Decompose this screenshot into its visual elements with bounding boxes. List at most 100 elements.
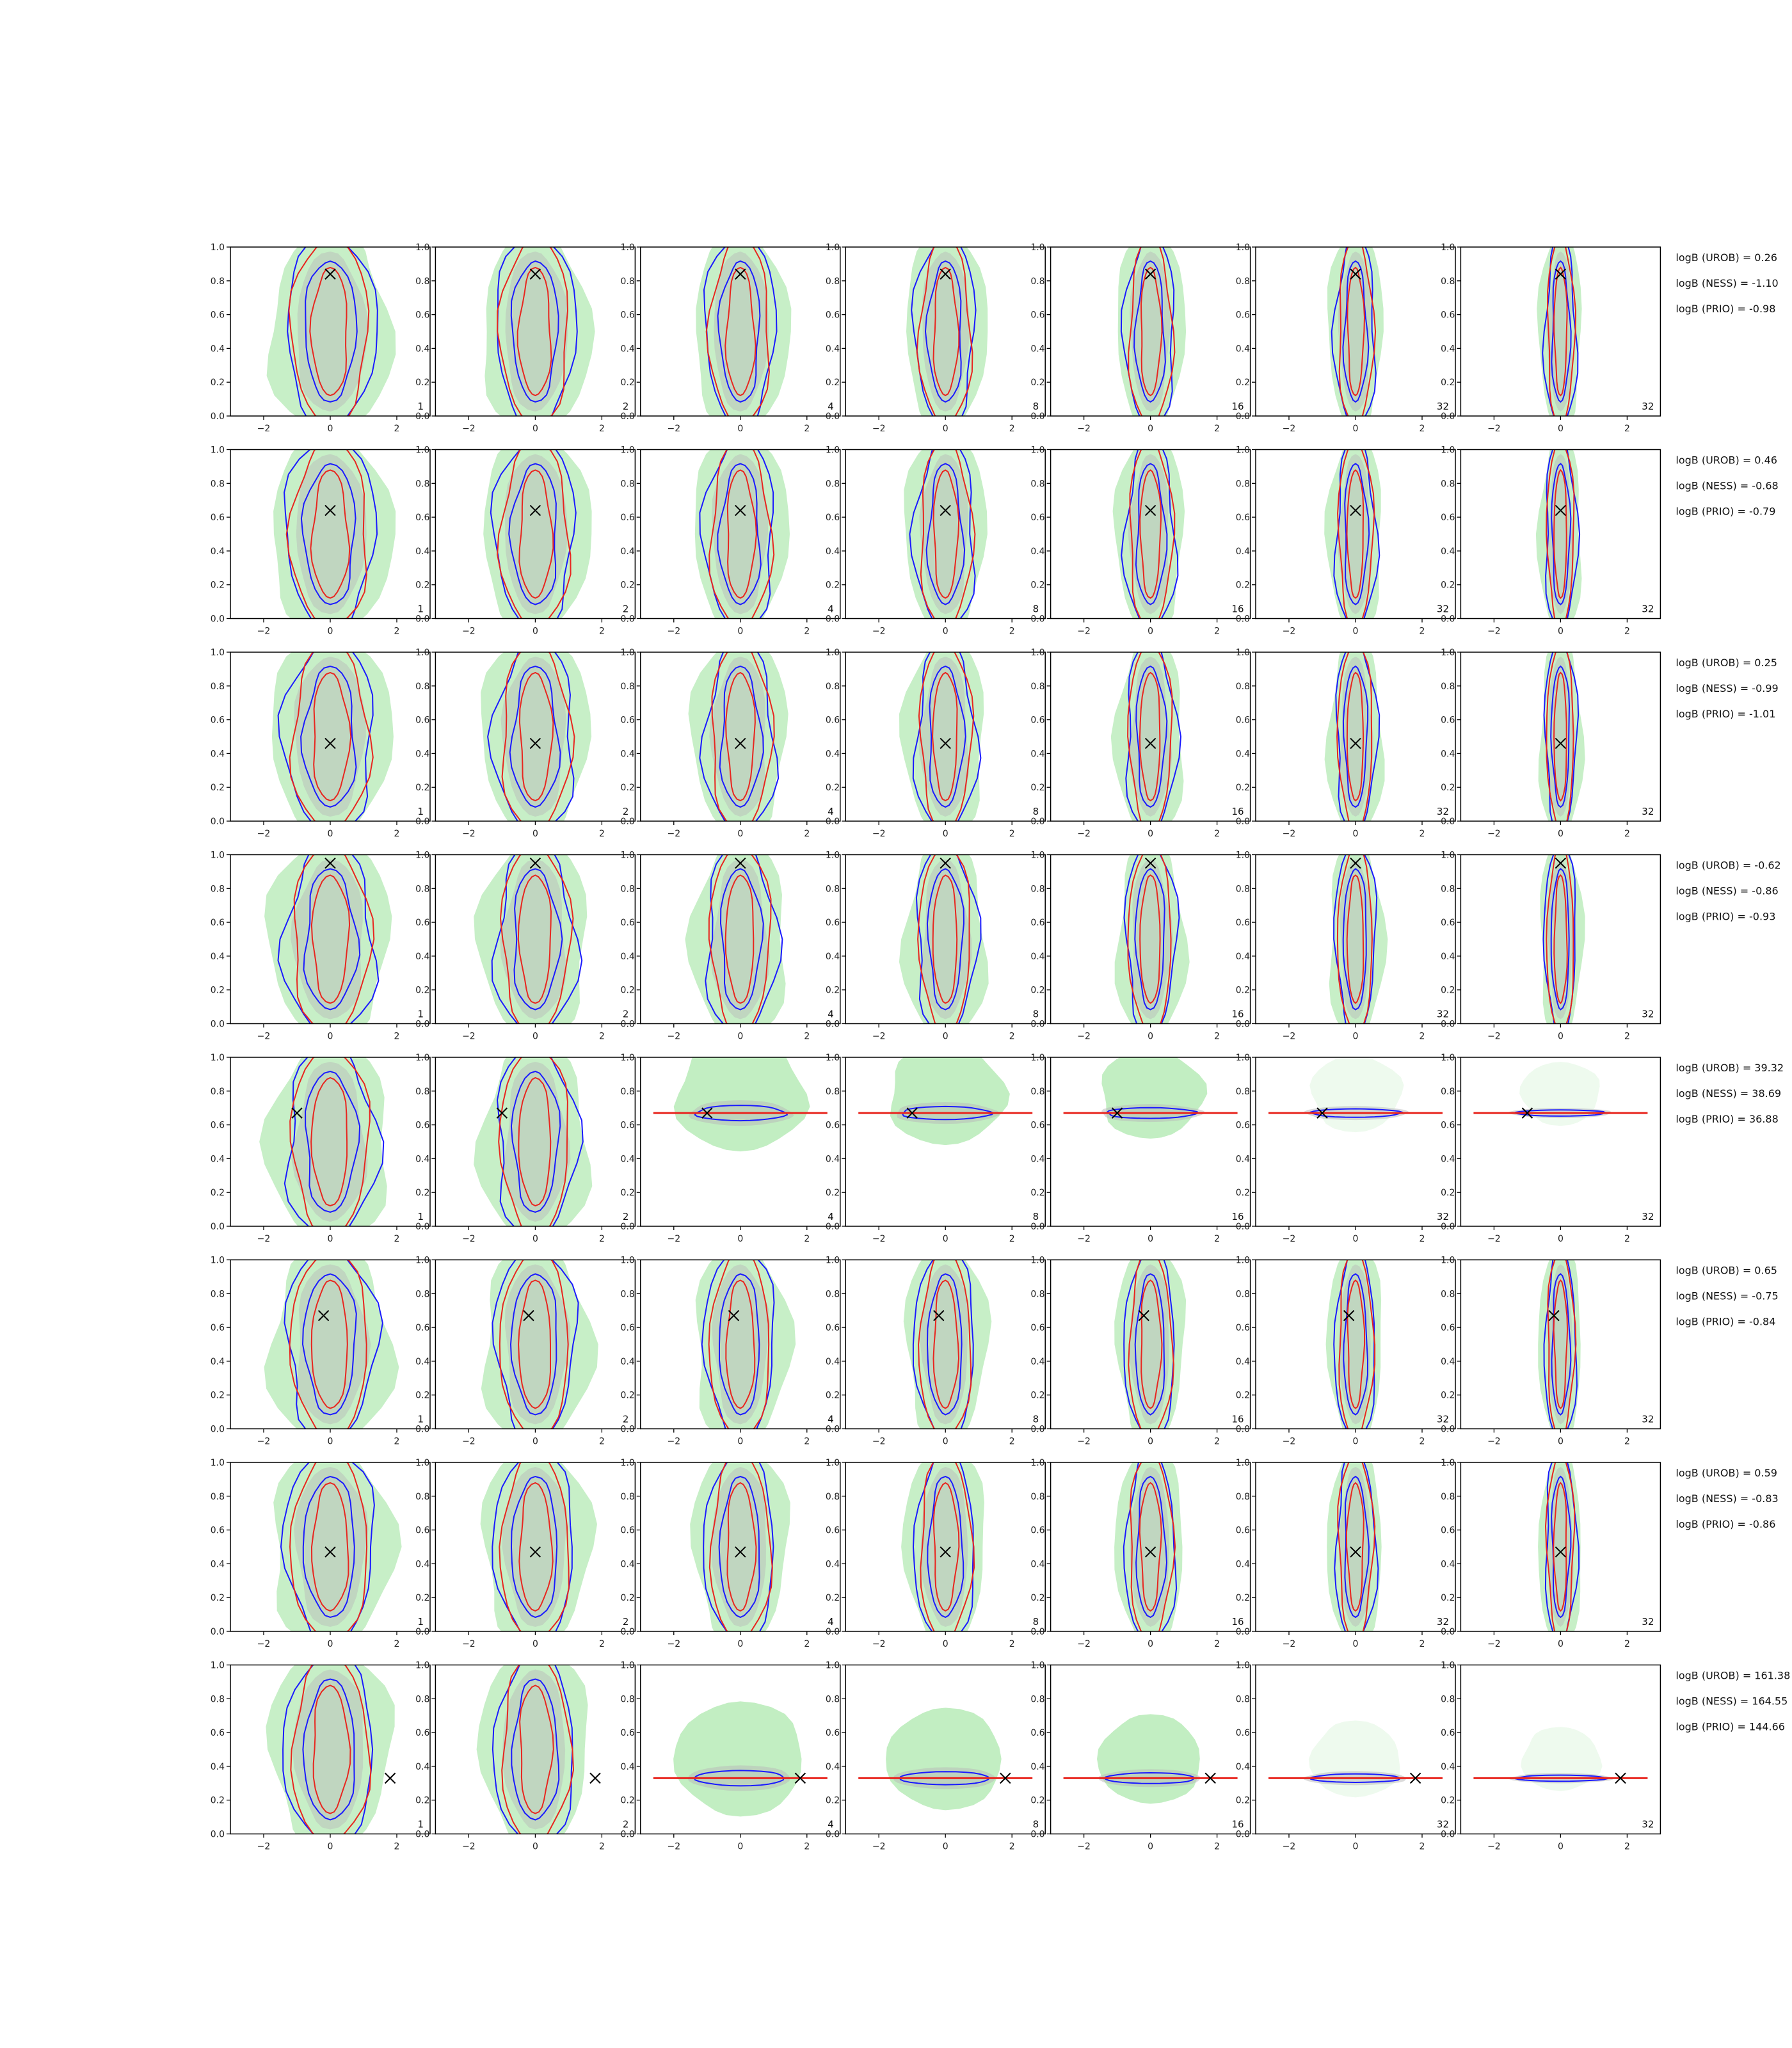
y-tick-label: 0.8: [826, 682, 840, 692]
y-tick-label: 0.8: [826, 1492, 840, 1502]
x-tick-label: −2: [1487, 424, 1501, 434]
red-contour: [1129, 449, 1176, 619]
green-density: [1324, 449, 1381, 619]
blue-contour: [492, 1260, 579, 1429]
y-tick-label: 0.8: [1236, 1694, 1250, 1704]
y-tick-label: 0.0: [621, 412, 635, 422]
red-contour: [1553, 468, 1567, 599]
y-tick-label: 0.8: [1236, 1492, 1250, 1502]
green-density: [694, 449, 790, 619]
panel-contours: [1535, 449, 1582, 619]
panel-count-label: 2: [623, 401, 629, 412]
panel-r4-c7: −2 0 2 0.0 0.2 0.4 0.6 0.8 1.0 32: [1441, 851, 1661, 1042]
y-tick-label: 0.0: [826, 1425, 840, 1435]
y-tick-label: 0.6: [415, 513, 429, 523]
y-tick-label: 0.2: [415, 1593, 429, 1603]
red-contour: [1139, 874, 1161, 1004]
red-contour: [289, 1462, 368, 1631]
y-tick-label: 0.4: [621, 952, 635, 962]
x-tick-label: 0: [943, 424, 948, 434]
y-tick-label: 0.2: [211, 1593, 225, 1603]
y-tick-label: 0.2: [1441, 1391, 1455, 1401]
red-contour: [518, 469, 554, 599]
true-point-marker: [728, 1309, 740, 1322]
blue-contour: [511, 1678, 560, 1821]
y-tick-label: 1.0: [415, 1053, 429, 1063]
y-tick-label: 0.0: [211, 817, 225, 827]
x-tick-label: 2: [394, 1032, 400, 1042]
x-tick-label: −2: [462, 1032, 476, 1042]
y-tick-label: 1.0: [211, 1256, 225, 1266]
true-point-marker: [1316, 1107, 1328, 1119]
panel-r2-c1: −2 0 2 0.0 0.2 0.4 0.6 0.8 1.0 1: [211, 445, 431, 637]
red-contour: [310, 1279, 348, 1409]
true-point-marker: [940, 1546, 951, 1558]
y-tick-label: 0.8: [415, 1289, 429, 1299]
y-tick-label: 0.2: [1236, 1188, 1250, 1198]
x-tick-label: 2: [599, 424, 605, 434]
panel-count-label: 8: [1033, 1616, 1039, 1628]
y-tick-label: 0.8: [621, 479, 635, 489]
y-tick-label: 0.4: [621, 749, 635, 759]
y-tick-label: 0.6: [1030, 1121, 1044, 1131]
x-tick-label: 0: [1558, 1234, 1564, 1244]
panel-r1-c5: −2 0 2 0.0 0.2 0.4 0.6 0.8 1.0 16: [1030, 243, 1251, 434]
blue-contour: [1550, 868, 1570, 1011]
x-tick-label: 0: [943, 1437, 948, 1447]
y-tick-label: 0.8: [415, 1492, 429, 1502]
y-tick-label: 0.8: [1236, 1087, 1250, 1097]
y-tick-label: 0.4: [1441, 952, 1455, 962]
red-contour: [1337, 449, 1375, 619]
panel-contours: [484, 247, 595, 416]
y-tick-label: 0.2: [1236, 783, 1250, 793]
y-tick-label: 0.6: [826, 1323, 840, 1333]
x-tick-label: 0: [737, 1234, 743, 1244]
green-density: [688, 652, 788, 821]
blue-contour: [282, 1665, 374, 1834]
panel-r8-c3: −2 0 20.00.20.40.60.81.04: [621, 1661, 841, 1852]
true-point-marker: [1144, 857, 1156, 869]
x-tick-label: −2: [1283, 627, 1296, 637]
red-contour: [708, 1462, 773, 1631]
true-point-marker: [906, 1107, 918, 1119]
panel-contours: [1114, 1462, 1183, 1631]
x-tick-label: 0: [1558, 1437, 1564, 1447]
y-tick-label: 0.4: [1441, 1154, 1455, 1164]
y-tick-label: 0.6: [1236, 310, 1250, 321]
y-tick-label: 0.6: [826, 716, 840, 726]
true-point-marker: [1204, 1772, 1216, 1784]
y-tick-label: 0.4: [211, 344, 225, 354]
x-tick-label: 0: [943, 1234, 948, 1244]
x-tick-label: −2: [257, 1032, 271, 1042]
grey-density: [920, 1467, 968, 1627]
y-tick-label: 0.8: [826, 1087, 840, 1097]
panel-r1-c1: −2 0 2 0.0 0.2 0.4 0.6 0.8 1.0 1: [211, 243, 431, 434]
x-tick-label: 2: [1624, 424, 1630, 434]
y-tick-label: 0.2: [1030, 378, 1044, 388]
x-tick-label: 2: [1420, 424, 1425, 434]
y-tick-label: 0.0: [415, 1020, 429, 1030]
x-tick-label: 0: [532, 1032, 538, 1042]
y-tick-label: 0.8: [826, 884, 840, 894]
y-tick-label: 0.4: [211, 1357, 225, 1367]
true-point-marker: [529, 504, 541, 516]
blue-contour: [1342, 260, 1370, 403]
true-point-marker: [324, 268, 336, 280]
x-tick-label: 0: [532, 627, 538, 637]
bayes-factor-label: logB (PRIO) = -0.86: [1676, 1518, 1775, 1530]
panel-r6-c4: −2 0 2 0.0 0.2 0.4 0.6 0.8 1.0 8: [826, 1256, 1046, 1447]
blue-contour: [1333, 1260, 1375, 1429]
red-contour: [917, 854, 970, 1024]
grey-density: [712, 1264, 770, 1425]
y-tick-label: 0.2: [621, 783, 635, 793]
blue-contour: [717, 463, 762, 605]
y-tick-label: 0.0: [211, 1830, 225, 1840]
red-contour: [1553, 1482, 1567, 1612]
panel-r2-c3: −2 0 20.00.20.40.60.81.04: [621, 445, 841, 637]
y-tick-label: 0.8: [621, 884, 635, 894]
y-tick-label: 0.6: [1236, 716, 1250, 726]
grey-density: [714, 252, 769, 412]
y-tick-label: 0.6: [621, 918, 635, 928]
y-tick-label: 1.0: [826, 648, 840, 658]
grey-density: [502, 1467, 567, 1627]
